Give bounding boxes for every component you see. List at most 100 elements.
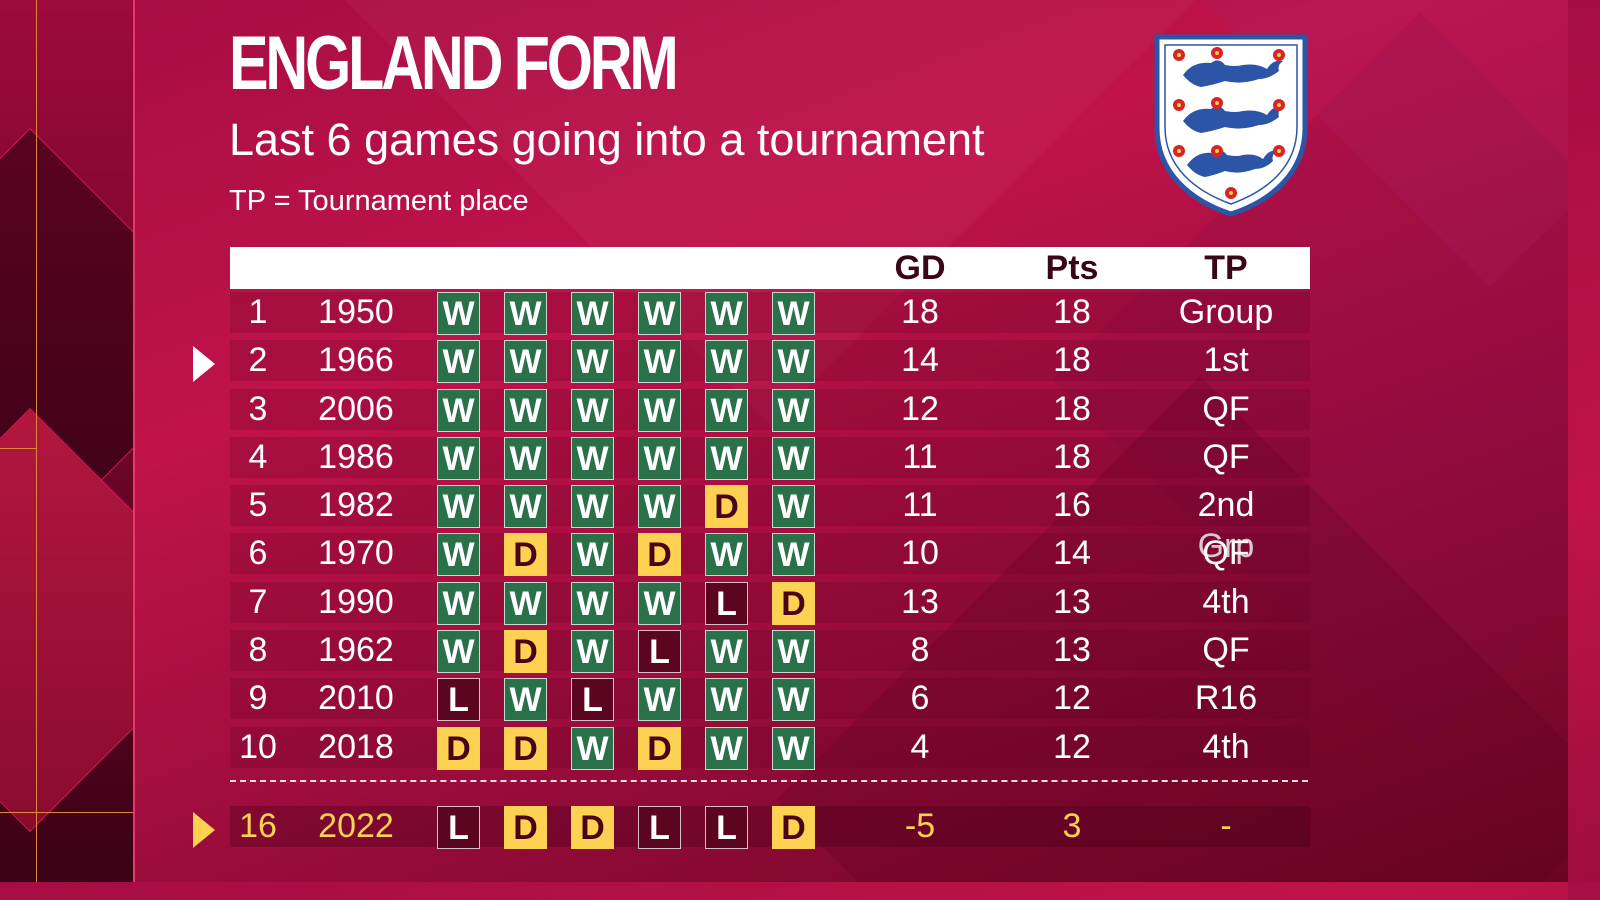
rank-cell: 9 [248, 679, 268, 718]
year-cell: 1962 [318, 631, 394, 670]
result-badge: W [504, 436, 547, 480]
result-badge: W [437, 340, 480, 384]
result-badge: W [571, 533, 614, 577]
result-badge: W [772, 485, 815, 529]
row-background [230, 806, 1310, 847]
year-cell: 1982 [318, 486, 394, 525]
gd-cell: 11 [902, 437, 938, 476]
current-tournament-row: 16 2022 L D D L L D -5 3- [193, 803, 1310, 851]
result-badge: W [638, 581, 681, 625]
result-badge: W [571, 485, 614, 529]
year-cell: 1966 [318, 341, 394, 380]
dashed-divider [230, 780, 1308, 782]
result-badge: W [638, 340, 681, 384]
result-badge: W [772, 630, 815, 674]
result-badge: D [772, 581, 815, 625]
result-badge: W [571, 292, 614, 335]
row-background [230, 726, 1310, 768]
page-title: ENGLAND FORM [229, 21, 679, 106]
page-subtitle: Last 6 games going into a tournament [229, 114, 985, 165]
result-badge: W [705, 726, 748, 770]
year-cell: 2010 [318, 679, 394, 718]
row-background [230, 533, 1310, 575]
tp-cell: - [1220, 807, 1232, 845]
year-cell: 1986 [318, 437, 394, 476]
table-row: 6 1970 W D W D W W 10 14 QF [230, 530, 1310, 578]
result-badge: D [638, 726, 681, 770]
result-badge: W [437, 533, 480, 577]
table-row: 7 1990 W W W W L D 13 13 4th [230, 579, 1310, 627]
rank-cell: 4 [248, 437, 268, 476]
result-badge: W [772, 340, 815, 384]
table-header: GD Pts TP [230, 247, 1310, 289]
result-badge: W [437, 292, 480, 335]
result-badge: W [705, 340, 748, 384]
row-background [230, 436, 1310, 478]
result-badge: W [705, 292, 748, 335]
table-row: 9 2010 L W L W W W 6 12 R16 [230, 675, 1310, 723]
row-background [230, 340, 1310, 382]
rank-cell: 10 [239, 727, 277, 766]
result-badge: W [772, 533, 815, 577]
three-lions-crest-icon [1154, 34, 1308, 217]
result-badge: W [705, 533, 748, 577]
result-badge: D [504, 806, 547, 849]
result-badge: W [772, 436, 815, 480]
tp-cell: Group [1178, 293, 1274, 331]
pts-cell: 18 [1053, 389, 1091, 428]
gd-cell: 4 [910, 727, 930, 766]
result-badge: W [705, 678, 748, 722]
pts-cell: 12 [1053, 679, 1091, 718]
tp-cell: QF [1202, 389, 1250, 428]
rank-cell: 3 [248, 389, 268, 428]
gd-cell: 14 [901, 341, 939, 380]
result-badge: D [504, 726, 547, 770]
gd-cell: 6 [910, 679, 930, 718]
header-gd: GD [894, 249, 946, 287]
year-cell: 1950 [318, 293, 394, 331]
left-decorative-panel [0, 0, 134, 882]
tp-cell: 4th [1202, 727, 1250, 766]
pts-cell: 3 [1062, 807, 1082, 845]
year-cell: 1990 [318, 582, 394, 621]
row-background [230, 388, 1310, 430]
tp-cell: QF [1202, 534, 1250, 573]
result-badge: L [437, 678, 480, 722]
result-badge: W [638, 388, 681, 432]
year-cell: 2006 [318, 389, 394, 428]
gd-cell: 18 [901, 293, 939, 331]
form-table: GD Pts TP 1 1950 W W W W W W 18 18 Group 2 1966 W W W W W… [193, 247, 1310, 772]
rank-cell: 2 [248, 341, 268, 380]
rank-cell: 16 [239, 807, 277, 845]
gd-cell: 10 [901, 534, 939, 573]
result-badge: D [571, 806, 614, 849]
result-badge: L [437, 806, 480, 849]
rank-cell: 5 [248, 486, 268, 525]
rank-cell: 7 [248, 582, 268, 621]
gd-cell: 11 [902, 486, 938, 525]
tp-cell: 1st [1203, 341, 1249, 380]
result-badge: W [772, 292, 815, 335]
row-background [230, 678, 1310, 720]
result-badge: W [571, 726, 614, 770]
row-background [230, 581, 1310, 623]
gd-cell: 13 [901, 582, 939, 621]
result-badge: W [705, 436, 748, 480]
result-badge: W [437, 485, 480, 529]
table-row: 5 1982 W W W W D W 11 16 2nd Grp [230, 482, 1310, 565]
result-badge: L [705, 581, 748, 625]
table-row: 2 1966 W W W W W W 14 18 1st [193, 337, 1310, 385]
table-row: 1 1950 W W W W W W 18 18 Group [230, 289, 1310, 337]
result-badge: W [772, 678, 815, 722]
year-cell: 2018 [318, 727, 394, 766]
result-badge: D [705, 485, 748, 529]
result-badge: W [437, 388, 480, 432]
year-cell: 1970 [318, 534, 394, 573]
result-badge: W [437, 436, 480, 480]
result-badge: W [504, 292, 547, 335]
pts-cell: 13 [1053, 582, 1091, 621]
tp-cell: 4th [1202, 582, 1250, 621]
result-badge: W [571, 581, 614, 625]
result-badge: W [571, 436, 614, 480]
result-badge: W [772, 388, 815, 432]
